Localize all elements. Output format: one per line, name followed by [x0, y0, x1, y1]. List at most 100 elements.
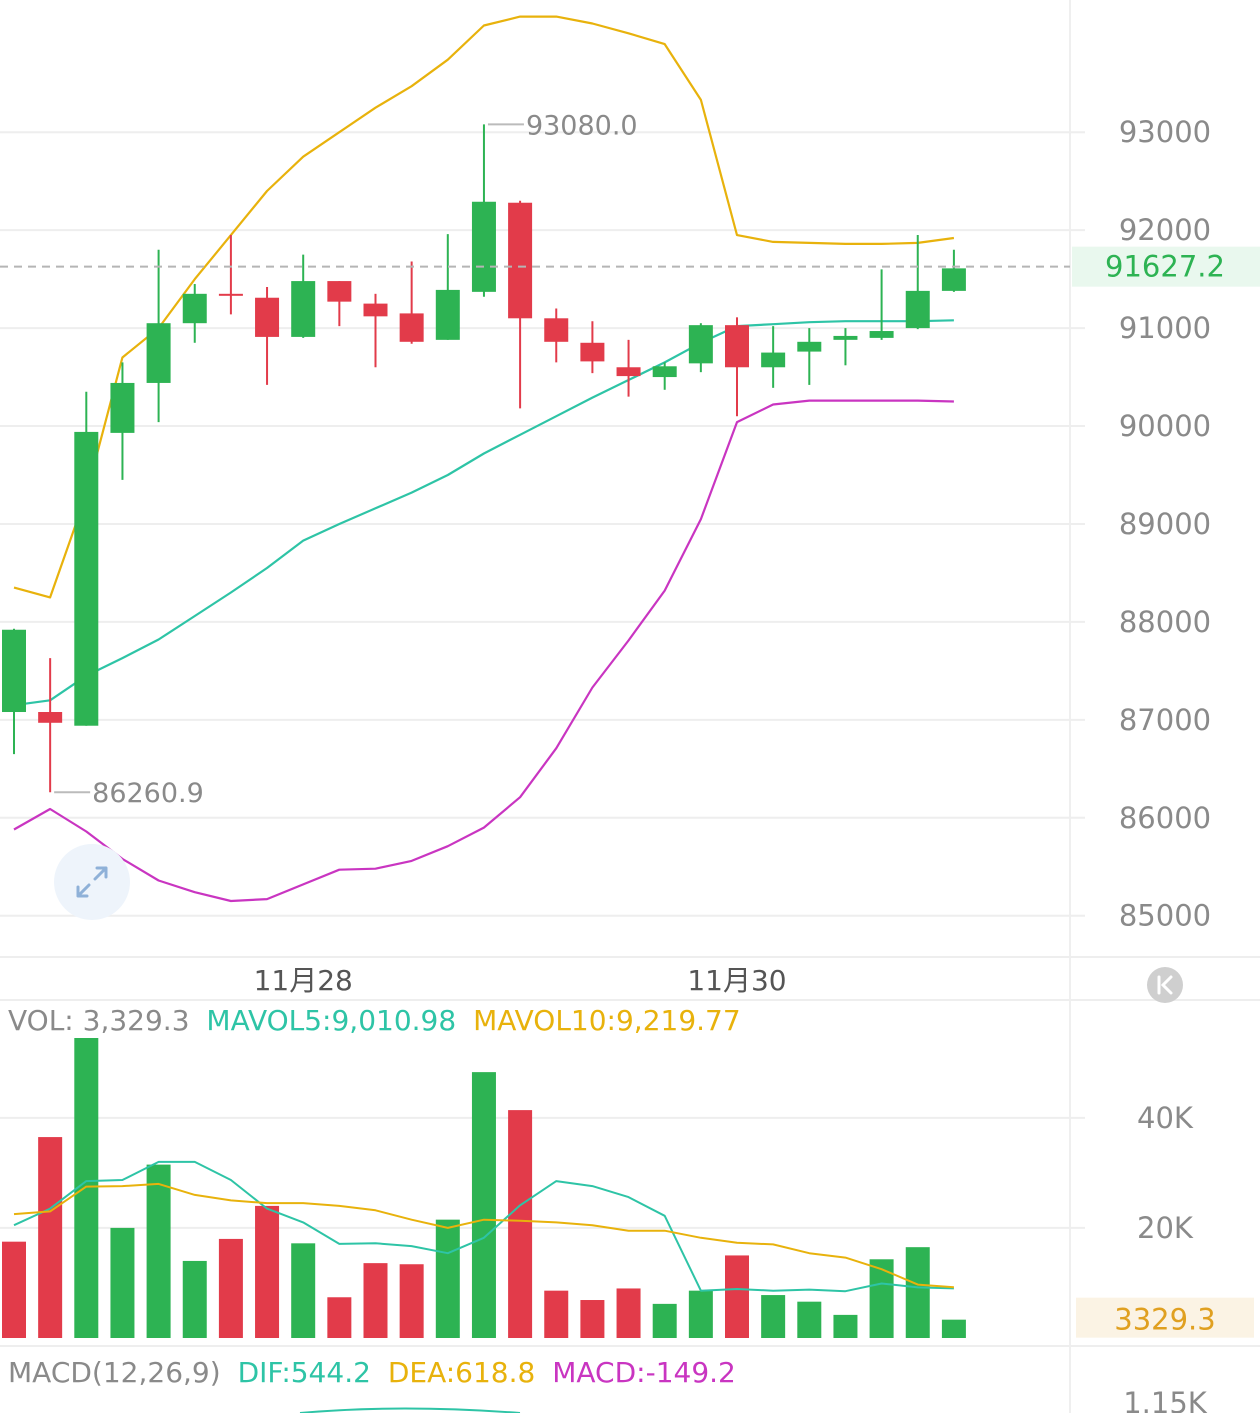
- candle-body: [869, 331, 894, 338]
- candle-body: [833, 335, 858, 340]
- candle: [833, 328, 858, 366]
- candle: [291, 254, 316, 338]
- volume-bar: [291, 1243, 316, 1338]
- candle-body: [399, 313, 424, 342]
- candle: [74, 391, 99, 726]
- volume-bar: [471, 1072, 496, 1338]
- volume-bar: [725, 1255, 749, 1338]
- candle: [471, 124, 496, 297]
- last-volume-label: 3329.3: [1114, 1303, 1215, 1337]
- candle-body: [38, 712, 63, 723]
- price-axis: 93000 92000 91000 90000 89000 88000 87000 86000…: [1119, 115, 1211, 933]
- candle-body: [74, 431, 99, 726]
- last-price-badge: [1072, 246, 1260, 287]
- volume-bar: [38, 1137, 63, 1338]
- volume-bar: [833, 1314, 858, 1338]
- candle-body: [363, 303, 388, 317]
- bollinger-bands: [13, 15, 955, 903]
- candle: [327, 281, 352, 327]
- volume-bar: [399, 1264, 424, 1338]
- boll-lower-line: [13, 399, 954, 903]
- price-axis-tick: 89000: [1119, 507, 1211, 541]
- low-price-marker-label: 86260.9: [92, 778, 204, 809]
- macd-line-peek: [299, 1407, 521, 1413]
- price-axis-tick: 85000: [1119, 899, 1211, 933]
- last-price-label: 91627.2: [1105, 250, 1225, 284]
- candle: [869, 269, 894, 340]
- candle: [688, 323, 713, 373]
- volume-bar: [363, 1263, 388, 1338]
- price-axis-tick: 91000: [1119, 311, 1211, 345]
- time-axis-tick: 11月28: [254, 964, 353, 997]
- candle-body: [110, 382, 135, 433]
- grid: [0, 131, 1085, 917]
- time-axis: 11月28 11月30: [254, 964, 787, 997]
- mavol10-line: [13, 1182, 954, 1289]
- vol-legend-value: VOL: 3,329.3: [8, 1004, 190, 1037]
- candle-body: [580, 342, 605, 362]
- high-price-marker-label: 93080.0: [526, 110, 638, 141]
- volume-bar: [905, 1247, 930, 1338]
- candle-body: [761, 352, 786, 368]
- candle-body: [291, 281, 316, 337]
- candle-body: [327, 281, 352, 302]
- candle-body: [182, 293, 207, 324]
- candle: [905, 235, 930, 330]
- candle-body: [905, 290, 930, 329]
- candle: [941, 249, 966, 292]
- candle-body: [652, 366, 677, 378]
- volume-bar: [544, 1290, 569, 1338]
- price-axis-tick: 93000: [1119, 115, 1211, 149]
- expand-arrows-icon[interactable]: [54, 844, 130, 920]
- boll-upper-line: [13, 15, 955, 599]
- mavol10-legend: MAVOL10:9,219.77: [473, 1004, 741, 1037]
- candle: [725, 317, 749, 417]
- macd-axis-tick: 1.15K: [1123, 1386, 1208, 1413]
- candle: [435, 234, 460, 340]
- volume-bar: [255, 1205, 280, 1338]
- candle: [255, 286, 280, 385]
- volume-axis-tick: 20K: [1137, 1211, 1194, 1245]
- candle: [146, 249, 171, 423]
- volume-bar: [182, 1260, 207, 1338]
- volume-bar: [869, 1259, 894, 1338]
- mavol5-line: [13, 1160, 954, 1293]
- candle-body: [146, 323, 171, 383]
- candle: [38, 658, 63, 793]
- candle-body: [544, 318, 569, 342]
- price-axis-tick: 92000: [1119, 213, 1211, 247]
- volume-legend: VOL: 3,329.3 MAVOL5:9,010.98 MAVOL10:9,2…: [8, 1004, 741, 1037]
- candle: [2, 628, 26, 755]
- volume-bar: [218, 1238, 243, 1338]
- candle: [508, 200, 533, 409]
- candle: [652, 362, 677, 390]
- volume-bar: [435, 1219, 460, 1338]
- price-axis-tick: 90000: [1119, 409, 1211, 443]
- time-axis-tick: 11月30: [687, 964, 786, 997]
- candle-body: [255, 297, 280, 337]
- candle-body: [218, 293, 243, 296]
- volume-bar: [508, 1110, 533, 1338]
- volume-bar: [761, 1295, 786, 1338]
- candle: [580, 321, 605, 374]
- candle-body: [471, 201, 496, 292]
- macd-legend-dea: DEA:618.8: [388, 1356, 536, 1389]
- macd-legend: MACD(12,26,9) DIF:544.2 DEA:618.8 MACD:-…: [8, 1356, 736, 1389]
- macd-legend-macd: MACD:-149.2: [552, 1356, 736, 1389]
- candle-body: [688, 325, 713, 364]
- volume-bar: [797, 1301, 822, 1338]
- macd-legend-title: MACD(12,26,9): [8, 1356, 221, 1389]
- k-chevron-icon[interactable]: [1147, 967, 1183, 1003]
- price-axis-tick: 86000: [1119, 801, 1211, 835]
- candle: [616, 339, 641, 397]
- candle: [110, 362, 135, 480]
- candle-body: [797, 341, 822, 352]
- volume-bar: [110, 1227, 135, 1338]
- mavol5-legend: MAVOL5:9,010.98: [206, 1004, 456, 1037]
- candles: [2, 124, 966, 793]
- candle-body: [508, 202, 533, 319]
- volume-bar: [580, 1300, 605, 1338]
- candle: [182, 284, 207, 343]
- price-axis-tick: 87000: [1119, 703, 1211, 737]
